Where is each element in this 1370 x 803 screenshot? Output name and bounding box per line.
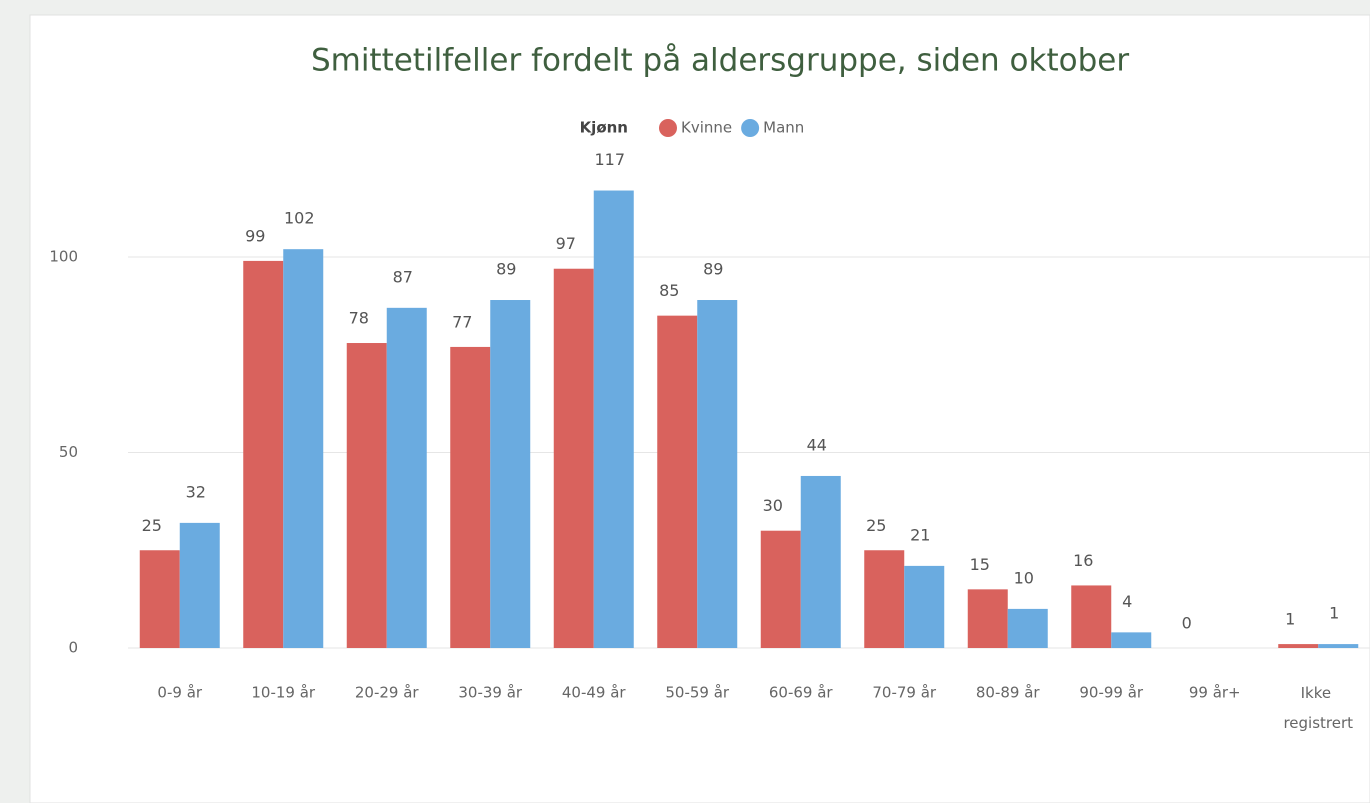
bar: [657, 315, 698, 648]
bar: [243, 260, 284, 648]
data-label: 102: [284, 209, 315, 228]
data-label: 1: [1329, 604, 1339, 623]
y-tick-label: 50: [59, 443, 78, 461]
x-tick-label: 10-19 år: [251, 684, 316, 702]
data-label: 77: [452, 312, 472, 331]
data-label: 78: [349, 309, 369, 328]
bar: [1278, 644, 1319, 648]
data-label: 16: [1073, 551, 1093, 570]
data-label: 32: [186, 482, 206, 501]
bar: [490, 300, 531, 648]
data-label: 15: [970, 555, 990, 574]
data-label: 0: [1182, 614, 1192, 633]
bar: [139, 550, 180, 648]
legend-label: Kvinne: [681, 119, 732, 137]
bar: [450, 346, 491, 648]
x-tick-label: 30-39 år: [458, 684, 523, 702]
legend-swatch: [659, 119, 677, 137]
y-tick-label: 100: [49, 248, 78, 266]
x-tick-label: 20-29 år: [355, 684, 420, 702]
x-tick-label: 40-49 år: [562, 684, 627, 702]
bar: [967, 589, 1008, 648]
bar: [864, 550, 905, 648]
legend-swatch: [741, 119, 760, 137]
y-tick-label: 0: [68, 639, 78, 657]
data-label: 87: [393, 267, 413, 286]
x-tick-label: 90-99 år: [1079, 684, 1144, 702]
x-tick-label: 99 år+: [1189, 684, 1241, 702]
bar: [697, 300, 738, 648]
x-tick-label: Ikke registrert: [1283, 684, 1353, 732]
bar: [800, 475, 841, 648]
x-tick-label: 70-79 år: [872, 684, 937, 702]
data-label: 25: [866, 516, 886, 535]
bar: [386, 307, 427, 648]
bar: [1318, 644, 1359, 648]
data-label: 97: [556, 234, 576, 253]
legend-label: Mann: [763, 119, 804, 137]
x-tick-label: 50-59 år: [665, 684, 730, 702]
data-label: 99: [245, 226, 265, 245]
bar: [553, 268, 594, 648]
data-label: 1: [1285, 610, 1295, 629]
bar: [283, 249, 324, 648]
bar: [179, 522, 220, 648]
bar: [760, 530, 801, 648]
data-label: 10: [1014, 568, 1034, 587]
data-label: 89: [703, 260, 723, 279]
bar: [1007, 608, 1048, 648]
bar: [346, 343, 387, 648]
data-label: 25: [142, 516, 162, 535]
x-tick-label: 80-89 år: [976, 684, 1041, 702]
x-tick-label: 0-9 år: [157, 684, 202, 702]
bar: [904, 565, 945, 648]
x-tick-label: 60-69 år: [769, 684, 834, 702]
data-label: 85: [659, 281, 679, 300]
data-label: 89: [496, 260, 516, 279]
data-label: 21: [910, 525, 930, 544]
bar: [1071, 585, 1112, 648]
bar: [1111, 632, 1152, 648]
data-label: 117: [594, 150, 625, 169]
legend-title: Kjønn: [580, 119, 628, 137]
data-label: 44: [807, 435, 827, 454]
data-label: 30: [763, 496, 783, 515]
chart-title: Smittetilfeller fordelt på aldersgruppe,…: [311, 43, 1129, 79]
bar: [593, 190, 634, 648]
data-label: 4: [1122, 592, 1132, 611]
